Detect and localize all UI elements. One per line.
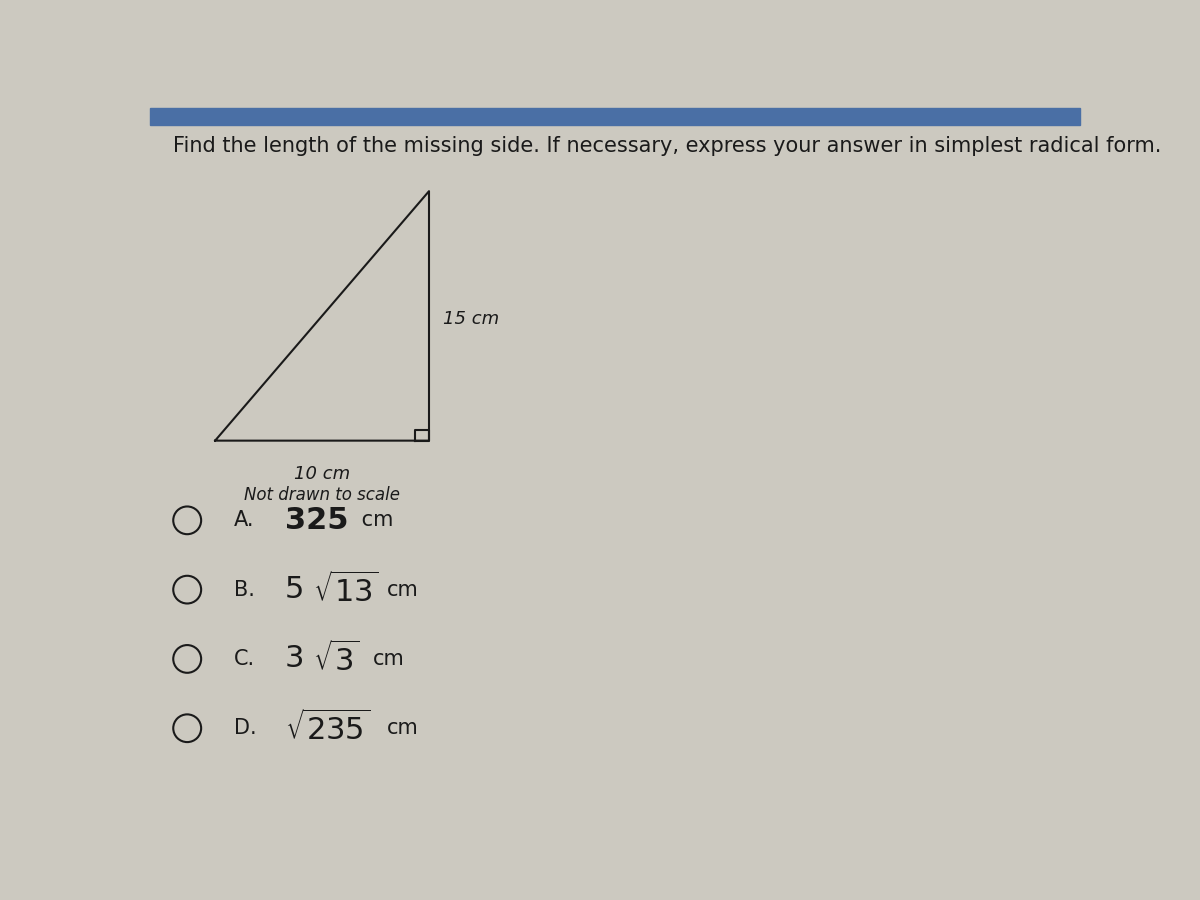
- Text: 3: 3: [284, 644, 305, 673]
- Text: 5: 5: [284, 575, 305, 604]
- Text: $\sqrt{3}$: $\sqrt{3}$: [313, 641, 359, 677]
- Text: D.: D.: [234, 718, 257, 738]
- Text: A.: A.: [234, 510, 254, 530]
- Text: $\sqrt{235}$: $\sqrt{235}$: [284, 710, 370, 746]
- Text: 15 cm: 15 cm: [443, 310, 499, 328]
- Text: Not drawn to scale: Not drawn to scale: [244, 486, 400, 504]
- Bar: [150, 108, 1080, 125]
- Text: cm: cm: [373, 649, 404, 669]
- Text: 10 cm: 10 cm: [294, 465, 350, 483]
- Text: cm: cm: [388, 718, 419, 738]
- Text: Find the length of the missing side. If necessary, express your answer in simple: Find the length of the missing side. If …: [173, 136, 1162, 156]
- Text: 325: 325: [284, 506, 348, 535]
- Text: $\sqrt{13}$: $\sqrt{13}$: [313, 572, 378, 608]
- Text: C.: C.: [234, 649, 254, 669]
- Text: cm: cm: [388, 580, 419, 599]
- Text: B.: B.: [234, 580, 254, 599]
- Text: cm: cm: [355, 510, 392, 530]
